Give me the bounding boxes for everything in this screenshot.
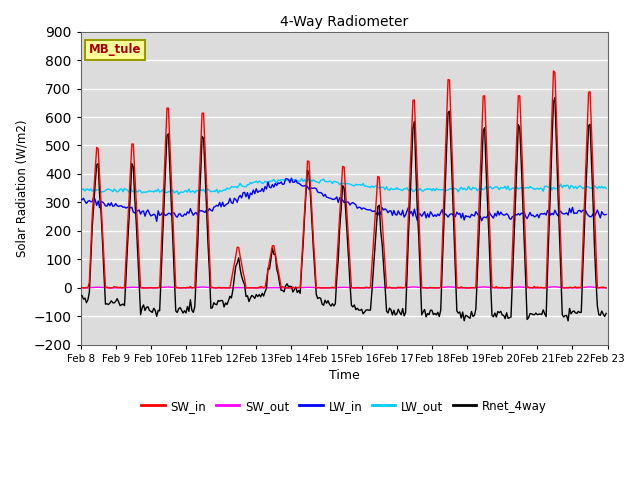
Legend: SW_in, SW_out, LW_in, LW_out, Rnet_4way: SW_in, SW_out, LW_in, LW_out, Rnet_4way <box>136 395 552 417</box>
Title: 4-Way Radiometer: 4-Way Radiometer <box>280 15 408 29</box>
X-axis label: Time: Time <box>329 370 360 383</box>
Text: MB_tule: MB_tule <box>88 44 141 57</box>
Y-axis label: Solar Radiation (W/m2): Solar Radiation (W/m2) <box>15 120 28 257</box>
